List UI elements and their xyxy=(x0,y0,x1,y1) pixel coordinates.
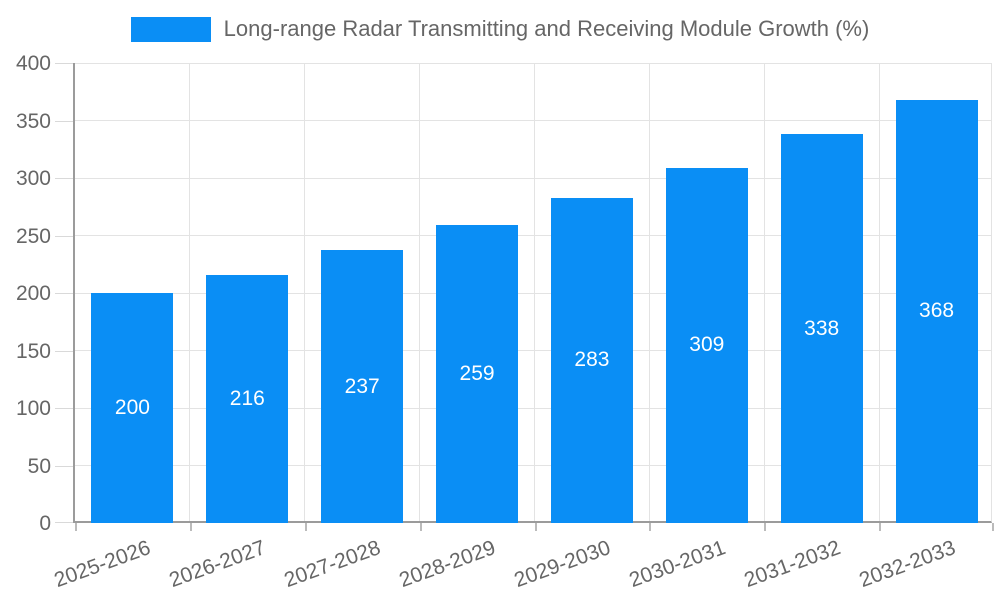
bar[interactable]: 200 xyxy=(91,293,174,523)
y-axis-tick xyxy=(55,178,73,179)
bar-value-label: 216 xyxy=(229,386,265,410)
bar-value-label: 237 xyxy=(344,374,380,398)
y-axis-tick xyxy=(55,120,73,122)
gridline-horizontal xyxy=(75,177,991,179)
gridline-vertical xyxy=(763,63,765,521)
y-axis-tick xyxy=(55,465,73,467)
x-axis-tick xyxy=(764,523,767,531)
y-axis-label: 0 xyxy=(39,512,51,535)
y-axis-label: 100 xyxy=(15,397,51,420)
gridline-vertical xyxy=(648,63,650,521)
gridline-horizontal xyxy=(75,235,991,236)
gridline-horizontal xyxy=(75,292,991,294)
gridline-horizontal xyxy=(75,62,991,64)
y-axis-label: 300 xyxy=(15,167,51,190)
x-axis-tick xyxy=(649,523,652,531)
gridline-horizontal xyxy=(75,350,991,351)
x-axis-tick xyxy=(75,523,77,531)
legend-swatch xyxy=(130,16,211,42)
x-axis-tick xyxy=(879,523,882,531)
y-axis-tick xyxy=(55,350,73,352)
y-axis-tick xyxy=(55,293,73,294)
bar-value-label: 368 xyxy=(919,299,955,323)
gridline-horizontal xyxy=(75,407,991,409)
y-axis-tick xyxy=(55,63,73,64)
bar[interactable]: 283 xyxy=(550,197,633,523)
y-axis-label: 400 xyxy=(15,52,51,75)
bar-value-label: 200 xyxy=(114,396,150,419)
gridline-horizontal xyxy=(75,465,991,466)
x-axis-tick xyxy=(992,523,994,531)
bar[interactable]: 259 xyxy=(436,225,519,523)
gridline-vertical xyxy=(189,63,191,521)
bar-value-label: 259 xyxy=(459,362,495,386)
bar[interactable]: 216 xyxy=(206,274,289,523)
gridline-vertical xyxy=(878,63,880,521)
legend-label: Long-range Radar Transmitting and Receiv… xyxy=(223,16,870,41)
bar[interactable]: 338 xyxy=(780,134,863,523)
y-axis-label: 350 xyxy=(15,109,51,133)
gridline-vertical xyxy=(304,63,306,521)
y-axis-tick xyxy=(55,408,73,409)
y-axis-label: 200 xyxy=(15,282,51,305)
y-axis-label: 50 xyxy=(27,454,51,478)
bar-value-label: 283 xyxy=(574,348,610,372)
x-axis-tick xyxy=(304,523,307,531)
y-axis-label: 150 xyxy=(15,339,51,363)
y-axis-label: 250 xyxy=(15,224,51,248)
plot-area: 0 50 100 150 200 250 300 350 400 200 216 237 259 283 3… xyxy=(16,53,994,592)
bar-value-label: 309 xyxy=(689,333,725,357)
legend[interactable]: Long-range Radar Transmitting and Receiv… xyxy=(0,16,1000,42)
y-axis-tick xyxy=(55,522,73,523)
gridline-vertical xyxy=(419,63,421,521)
gridline-vertical xyxy=(534,63,535,521)
x-axis-tick xyxy=(189,523,192,531)
x-axis-tick xyxy=(419,523,422,531)
gridline-horizontal xyxy=(75,120,991,121)
bar[interactable]: 368 xyxy=(895,99,978,523)
bar-value-label: 338 xyxy=(804,316,840,340)
x-axis-tick xyxy=(534,523,537,531)
y-axis-tick xyxy=(55,235,73,237)
bar[interactable]: 309 xyxy=(665,167,748,523)
bar[interactable]: 237 xyxy=(321,250,404,523)
